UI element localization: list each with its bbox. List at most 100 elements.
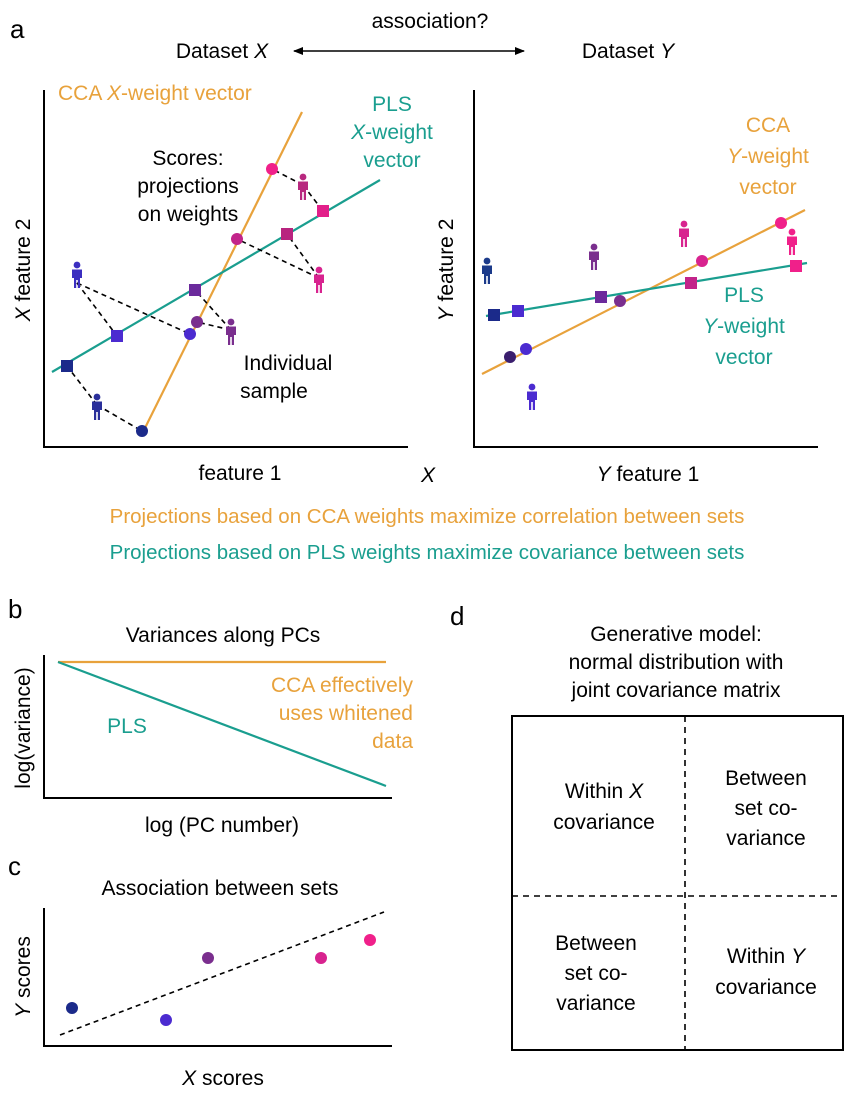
pls-y-weight-label-line2: Y-weight	[703, 315, 785, 338]
left-plot-axes	[43, 90, 408, 448]
sample-person-icon	[482, 257, 492, 284]
sample-person-icon	[527, 383, 537, 410]
scores-label-line2: projections	[137, 175, 239, 198]
cca-variance-label-line1: CCA effectively	[271, 674, 414, 697]
panel-c-y-axis-label: Y scores	[12, 936, 35, 1018]
cca-x-weight-label: CCA X-weight vector	[58, 82, 252, 105]
scores-label-line3: on weights	[138, 203, 238, 226]
cca-score-circle	[191, 316, 203, 328]
panel-c-letter: c	[8, 851, 21, 881]
score-point	[202, 952, 214, 964]
sample-person-icon	[92, 393, 102, 420]
cca-score-circle	[231, 233, 243, 245]
right-x-axis-label: Y feature 1	[597, 463, 700, 486]
panel-c-trend-line	[59, 911, 385, 1036]
pls-score-square	[488, 309, 500, 321]
within-x-label-line2: covariance	[553, 811, 655, 834]
scores-label-line1: Scores:	[152, 147, 223, 170]
dataset-x-title: Dataset X	[176, 40, 269, 63]
panel-c-axes	[43, 908, 392, 1047]
within-y-label-line2: covariance	[715, 976, 817, 999]
pls-variance-line	[57, 660, 387, 788]
score-point	[160, 1014, 172, 1026]
cca-y-weight-label-line2: Y-weight	[727, 145, 809, 168]
cca-score-circle	[266, 163, 278, 175]
cca-caption: Projections based on CCA weights maximiz…	[110, 505, 745, 528]
sample-person-icon	[226, 318, 236, 345]
pls-score-square	[111, 330, 123, 342]
score-point	[66, 1002, 78, 1014]
panel-d-title-line3: joint covariance matrix	[571, 679, 781, 702]
pls-score-square	[281, 228, 293, 240]
pls-x-weight-label-line1: PLS	[372, 93, 412, 116]
pls-score-square	[317, 205, 329, 217]
between-upper-label-line2: set co-	[734, 797, 797, 820]
within-x-label-line1: Within X	[565, 780, 644, 803]
panel-d-letter: d	[450, 601, 464, 631]
between-lower-label-line2: set co-	[564, 962, 627, 985]
pls-score-square	[189, 284, 201, 296]
pls-caption: Projections based on PLS weights maximiz…	[110, 541, 745, 564]
within-y-label-line1: Within Y	[727, 945, 807, 968]
score-point	[364, 934, 376, 946]
panel-c: c Association between sets Y scores X sc…	[8, 851, 392, 1090]
left-x-axis-var: X	[420, 464, 436, 487]
sample-person-icon	[314, 266, 324, 293]
cca-score-circle	[136, 425, 148, 437]
panel-c-title: Association between sets	[102, 877, 339, 900]
panel-b-x-axis-label: log (PC number)	[145, 814, 299, 837]
cca-score-circle	[775, 217, 787, 229]
cca-score-circle	[696, 255, 708, 267]
pls-y-weight-label-line3: vector	[715, 346, 772, 369]
panel-a-letter: a	[10, 14, 25, 44]
pls-score-square	[512, 305, 524, 317]
cca-score-circle	[614, 295, 626, 307]
right-y-axis-label: Y feature 2	[435, 219, 458, 322]
panel-d-title-line1: Generative model:	[590, 623, 762, 646]
between-lower-label-line1: Between	[555, 932, 637, 955]
cca-y-weight-label-line3: vector	[739, 176, 796, 199]
panel-b-title: Variances along PCs	[126, 624, 321, 647]
cca-variance-label-line2: uses whitened	[279, 702, 413, 725]
pls-score-square	[685, 277, 697, 289]
dataset-y-title: Dataset Y	[582, 40, 676, 63]
panel-c-x-axis-label: X scores	[181, 1067, 264, 1090]
covariance-matrix-box	[511, 715, 844, 1051]
between-upper-label-line3: variance	[726, 827, 805, 850]
pls-y-weight-label-line1: PLS	[724, 284, 764, 307]
pls-y-weight-vector	[485, 261, 808, 318]
sample-person-icon	[589, 243, 599, 270]
cca-score-circle	[184, 328, 196, 340]
panel-b-axes	[43, 655, 392, 799]
score-point	[315, 952, 327, 964]
cca-score-circle	[520, 343, 532, 355]
sample-person-icon	[298, 173, 308, 200]
left-y-axis-label: X feature 2	[12, 219, 35, 323]
pls-x-weight-label-line3: vector	[363, 149, 420, 172]
sample-person-icon	[679, 220, 689, 247]
cca-score-circle	[504, 351, 516, 363]
between-lower-label-line3: variance	[556, 992, 635, 1015]
cca-variance-label-line3: data	[372, 730, 413, 753]
sample-person-icon	[787, 228, 797, 255]
panel-b-letter: b	[8, 594, 22, 624]
cca-y-weight-label-line1: CCA	[746, 114, 790, 137]
panel-d-title-line2: normal distribution with	[569, 651, 784, 674]
cca-y-weight-vector	[481, 209, 806, 375]
pls-score-square	[790, 260, 802, 272]
panel-a: a association? Dataset X Dataset Y	[10, 10, 818, 564]
pls-score-square	[61, 360, 73, 372]
panel-d: d Generative model: normal distribution …	[450, 601, 844, 1051]
individual-sample-label-line2: sample	[240, 380, 308, 403]
panel-b: b Variances along PCs PLS CCA effectivel…	[8, 594, 413, 837]
pls-x-weight-label-line2: X-weight	[350, 121, 433, 144]
association-label: association?	[372, 10, 489, 33]
right-plot-axes	[473, 90, 818, 448]
left-x-axis-label: feature 1	[199, 462, 282, 485]
between-upper-label-line1: Between	[725, 767, 807, 790]
pls-variance-label: PLS	[107, 715, 147, 738]
pls-score-square	[595, 291, 607, 303]
individual-sample-label-line1: Individual	[244, 352, 333, 375]
panel-b-y-axis-label: log(variance)	[12, 667, 35, 788]
